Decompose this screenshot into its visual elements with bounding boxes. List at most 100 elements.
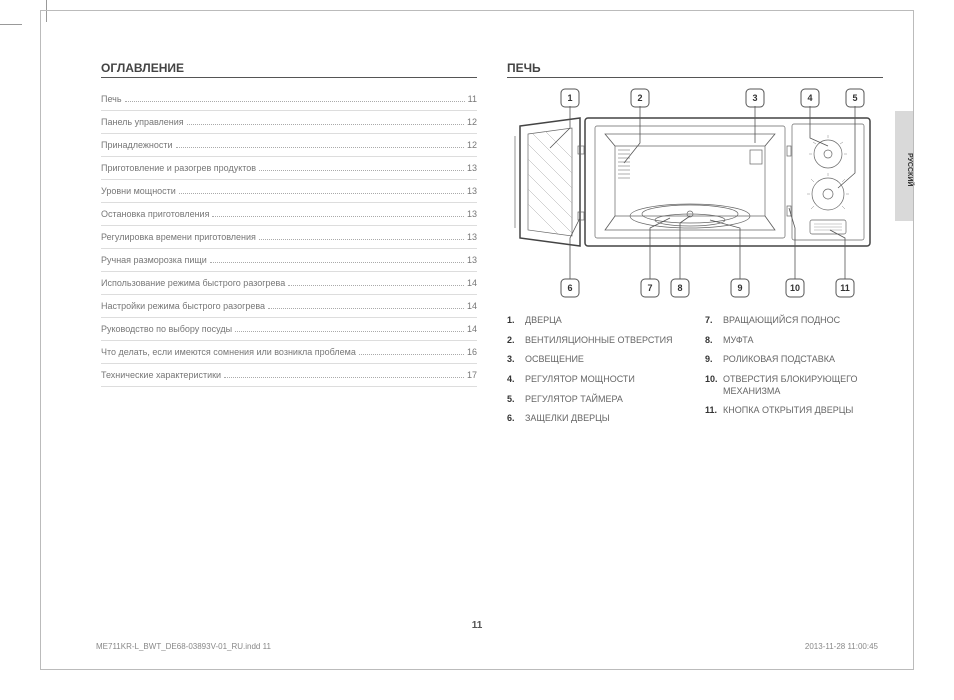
- legend-num: 5.: [507, 394, 525, 406]
- legend-num: 7.: [705, 315, 723, 327]
- toc-row: Панель управления 12: [101, 111, 477, 134]
- toc-row: Настройки режима быстрого разогрева14: [101, 295, 477, 318]
- svg-text:10: 10: [790, 283, 800, 293]
- toc-row: Уровни мощности 13: [101, 180, 477, 203]
- toc-page: 14: [467, 278, 477, 288]
- legend-right: 7.ВРАЩАЮЩИЙСЯ ПОДНОС 8.МУФТА 9.РОЛИКОВАЯ П…: [705, 315, 883, 433]
- legend-num: 10.: [705, 374, 723, 397]
- legend-item: 3.ОСВЕЩЕНИЕ: [507, 354, 685, 366]
- legend-item: 2.ВЕНТИЛЯЦИОННЫЕ ОТВЕРСТИЯ: [507, 335, 685, 347]
- toc-dots: [125, 101, 465, 102]
- legend-item: 4.РЕГУЛЯТОР МОЩНОСТИ: [507, 374, 685, 386]
- legend-text: ДВЕРЦА: [525, 315, 562, 327]
- legend-text: РОЛИКОВАЯ ПОДСТАВКА: [723, 354, 835, 366]
- toc-dots: [224, 377, 464, 378]
- svg-text:7: 7: [647, 283, 652, 293]
- toc-row: Печь 11: [101, 88, 477, 111]
- toc-dots: [187, 124, 464, 125]
- toc-dots: [179, 193, 464, 194]
- toc-page: 13: [467, 255, 477, 265]
- language-tab: РУССКИЙ: [895, 111, 913, 221]
- toc-label: Приготовление и разогрев продуктов: [101, 163, 256, 173]
- oven-heading: ПЕЧЬ: [507, 61, 883, 78]
- toc-label: Панель управления: [101, 117, 184, 127]
- toc-label: Ручная разморозка пищи: [101, 255, 207, 265]
- legend-item: 9.РОЛИКОВАЯ ПОДСТАВКА: [705, 354, 883, 366]
- toc-page: 13: [467, 186, 477, 196]
- legend-item: 5.РЕГУЛЯТОР ТАЙМЕРА: [507, 394, 685, 406]
- toc-dots: [268, 308, 464, 309]
- toc-dots: [259, 239, 464, 240]
- legend-item: 11.КНОПКА ОТКРЫТИЯ ДВЕРЦЫ: [705, 405, 883, 417]
- toc-label: Использование режима быстрого разогрева: [101, 278, 285, 288]
- legend-text: ОСВЕЩЕНИЕ: [525, 354, 584, 366]
- toc-label: Что делать, если имеются сомнения или во…: [101, 347, 356, 357]
- toc-page: 13: [467, 232, 477, 242]
- toc-label: Технические характеристики: [101, 370, 221, 380]
- svg-text:9: 9: [737, 283, 742, 293]
- legend-num: 11.: [705, 405, 723, 417]
- toc-label: Принадлежности: [101, 140, 173, 150]
- svg-text:2: 2: [637, 93, 642, 103]
- page-number: 11: [472, 620, 483, 631]
- toc-label: Печь: [101, 94, 122, 104]
- legend-text: ОТВЕРСТИЯ БЛОКИРУЮЩЕГО МЕХАНИЗМА: [723, 374, 883, 397]
- svg-text:4: 4: [807, 93, 812, 103]
- oven-column: ПЕЧЬ 1 2 3 4 5: [487, 61, 883, 609]
- svg-text:1: 1: [567, 93, 572, 103]
- legend-num: 2.: [507, 335, 525, 347]
- toc-page: 12: [467, 140, 477, 150]
- toc-column: ОГЛАВЛЕНИЕ Печь11Панель управления12Прин…: [101, 61, 487, 609]
- legend-left: 1.ДВЕРЦА2.ВЕНТИЛЯЦИОННЫЕ ОТВЕРСТИЯ3.ОСВЕ…: [507, 315, 685, 433]
- toc-label: Регулировка времени приготовления: [101, 232, 256, 242]
- legend: 1.ДВЕРЦА2.ВЕНТИЛЯЦИОННЫЕ ОТВЕРСТИЯ3.ОСВЕ…: [507, 315, 883, 433]
- svg-text:5: 5: [852, 93, 857, 103]
- toc-dots: [359, 354, 464, 355]
- toc-row: Приготовление и разогрев продуктов13: [101, 157, 477, 180]
- toc-dots: [212, 216, 464, 217]
- legend-num: 9.: [705, 354, 723, 366]
- legend-text: ВРАЩАЮЩИЙСЯ ПОДНОС: [723, 315, 840, 327]
- toc-page: 13: [467, 209, 477, 219]
- toc-row: Регулировка времени приготовления 13: [101, 226, 477, 249]
- toc-page: 17: [467, 370, 477, 380]
- footer-timestamp: 2013-11-28 ‎11:00:45: [805, 642, 878, 651]
- toc-row: Руководство по выбору посуды14: [101, 318, 477, 341]
- legend-item: 1.ДВЕРЦА: [507, 315, 685, 327]
- toc-list: Печь 11 Панель управления 12 Принадлежности 1…: [101, 88, 477, 387]
- toc-row: Технические характеристики 17: [101, 364, 477, 387]
- toc-label: Уровни мощности: [101, 186, 176, 196]
- toc-dots: [210, 262, 464, 263]
- legend-item: 7.ВРАЩАЮЩИЙСЯ ПОДНОС: [705, 315, 883, 327]
- toc-dots: [259, 170, 464, 171]
- legend-text: КНОПКА ОТКРЫТИЯ ДВЕРЦЫ: [723, 405, 853, 417]
- toc-page: 11: [468, 94, 477, 104]
- legend-num: 6.: [507, 413, 525, 425]
- toc-page: 16: [467, 347, 477, 357]
- legend-text: РЕГУЛЯТОР МОЩНОСТИ: [525, 374, 635, 386]
- svg-text:3: 3: [752, 93, 757, 103]
- toc-label: Остановка приготовления: [101, 209, 209, 219]
- legend-text: ВЕНТИЛЯЦИОННЫЕ ОТВЕРСТИЯ: [525, 335, 673, 347]
- legend-item: 8.МУФТА: [705, 335, 883, 347]
- toc-page: 12: [467, 117, 477, 127]
- toc-row: Использование режима быстрого разогрева 1…: [101, 272, 477, 295]
- legend-item: 6.ЗАЩЕЛКИ ДВЕРЦЫ: [507, 413, 685, 425]
- toc-row: Ручная разморозка пищи 13: [101, 249, 477, 272]
- legend-num: 3.: [507, 354, 525, 366]
- door-shape: [510, 96, 590, 266]
- legend-num: 8.: [705, 335, 723, 347]
- toc-row: Что делать, если имеются сомнения или во…: [101, 341, 477, 364]
- footer-filename: ME711KR-L_BWT_DE68-03893V-01_RU.indd 11: [96, 642, 271, 651]
- svg-text:11: 11: [840, 283, 850, 293]
- toc-dots: [288, 285, 464, 286]
- legend-text: РЕГУЛЯТОР ТАЙМЕРА: [525, 394, 623, 406]
- toc-page: 14: [467, 324, 477, 334]
- svg-text:6: 6: [567, 283, 572, 293]
- legend-num: 4.: [507, 374, 525, 386]
- legend-num: 1.: [507, 315, 525, 327]
- toc-dots: [176, 147, 464, 148]
- legend-text: ЗАЩЕЛКИ ДВЕРЦЫ: [525, 413, 610, 425]
- oven-diagram: 1 2 3 4 5: [507, 88, 883, 298]
- legend-item: 10.ОТВЕРСТИЯ БЛОКИРУЮЩЕГО МЕХАНИЗМА: [705, 374, 883, 397]
